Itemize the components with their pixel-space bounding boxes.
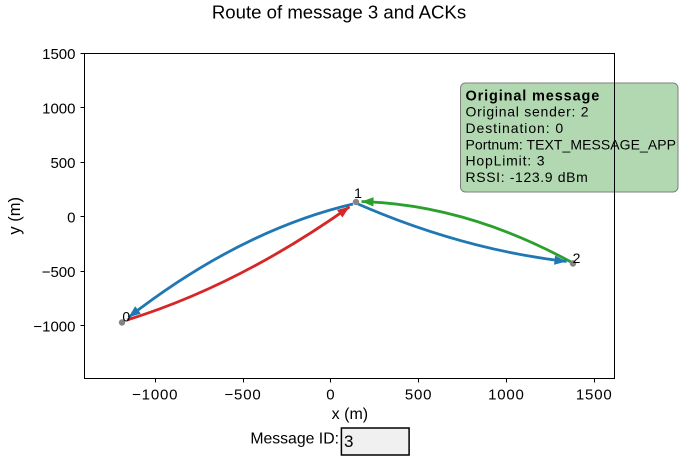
svg-text:1: 1 <box>354 185 362 201</box>
svg-text:Portnum: TEXT_MESSAGE_APP: Portnum: TEXT_MESSAGE_APP <box>466 136 677 152</box>
svg-text:1000: 1000 <box>42 100 75 117</box>
svg-text:y (m): y (m) <box>6 197 24 235</box>
svg-text:0: 0 <box>122 309 130 325</box>
svg-text:1000: 1000 <box>488 387 525 404</box>
svg-text:0: 0 <box>67 209 75 226</box>
svg-text:−1000: −1000 <box>132 387 178 404</box>
svg-text:Original message: Original message <box>466 88 601 104</box>
svg-text:HopLimit: 3: HopLimit: 3 <box>466 153 546 169</box>
svg-text:1500: 1500 <box>42 46 75 63</box>
svg-text:3: 3 <box>344 432 353 451</box>
svg-text:2: 2 <box>573 250 581 266</box>
svg-text:−1000: −1000 <box>33 318 75 335</box>
svg-text:−500: −500 <box>42 264 76 281</box>
svg-text:0: 0 <box>326 387 335 404</box>
svg-text:Route of message 3 and ACKs: Route of message 3 and ACKs <box>212 2 466 23</box>
svg-text:Original sender: 2: Original sender: 2 <box>466 104 590 120</box>
svg-text:500: 500 <box>405 387 432 404</box>
svg-text:−500: −500 <box>225 387 262 404</box>
svg-text:RSSI: -123.9 dBm: RSSI: -123.9 dBm <box>466 169 589 185</box>
svg-text:Message ID:: Message ID: <box>250 431 339 448</box>
svg-text:1500: 1500 <box>576 387 613 404</box>
svg-text:Destination: 0: Destination: 0 <box>466 120 565 136</box>
svg-text:x (m): x (m) <box>332 406 368 423</box>
svg-text:500: 500 <box>50 155 75 172</box>
